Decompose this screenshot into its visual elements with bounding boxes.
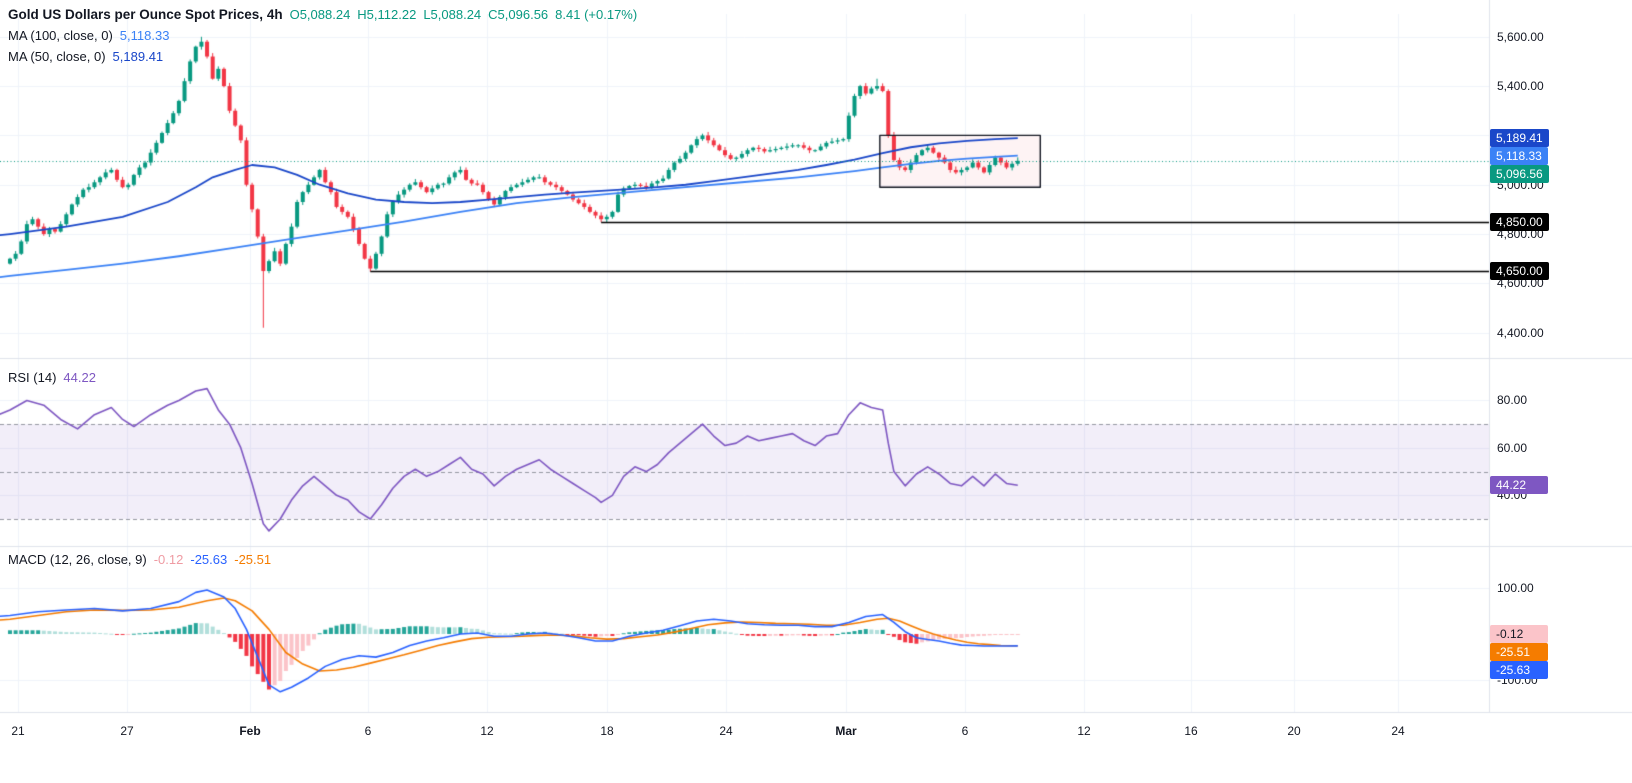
- ma50-legend-value: 5,189.41: [112, 49, 164, 64]
- ma50-legend-label: MA (50, close, 0): [8, 49, 106, 64]
- ma100-legend-value: 5,118.33: [119, 28, 170, 43]
- time-label: Mar: [835, 724, 857, 738]
- rsi-tick-label: 60.00: [1497, 440, 1528, 455]
- macd-hist-value: -0.12: [153, 552, 184, 567]
- time-label: 6: [961, 724, 969, 738]
- price-badge: 4,850.00: [1490, 212, 1549, 231]
- macd-badge: -0.12: [1490, 625, 1548, 644]
- time-label: 12: [480, 724, 494, 738]
- rsi-legend-label: RSI (14): [8, 370, 57, 385]
- macd-legend-label: MACD (12, 26, close, 9): [8, 552, 147, 567]
- ma100-legend-row: MA (100, close, 0) 5,118.33: [8, 28, 637, 44]
- ohlc-high: H5,112.22: [357, 7, 417, 22]
- symbol-title: Gold US Dollars per Ounce Spot Prices, 4…: [8, 7, 283, 22]
- price-badge: 4,650.00: [1490, 262, 1549, 281]
- price-badge: 5,118.33: [1490, 147, 1548, 166]
- price-scale[interactable]: [1489, 0, 1632, 712]
- time-label: Feb: [239, 724, 261, 738]
- time-scale[interactable]: [0, 712, 1489, 783]
- symbol-row: Gold US Dollars per Ounce Spot Prices, 4…: [8, 7, 637, 23]
- rsi-legend: RSI (14) 44.22: [8, 370, 96, 386]
- ma50-legend-row: MA (50, close, 0) 5,189.41: [8, 49, 637, 65]
- ohlc-low: L5,088.24: [423, 7, 482, 22]
- time-label: 12: [1077, 724, 1091, 738]
- macd-legend: MACD (12, 26, close, 9) -0.12 -25.63 -25…: [8, 552, 271, 568]
- time-label: 20: [1287, 724, 1301, 738]
- time-label: 6: [364, 724, 372, 738]
- macd-signal-value: -25.51: [234, 552, 272, 567]
- macd-legend-row: MACD (12, 26, close, 9) -0.12 -25.63 -25…: [8, 552, 271, 568]
- price-badge: 5,189.41: [1490, 129, 1549, 148]
- time-label: 24: [719, 724, 733, 738]
- ohlc-close: C5,096.56: [488, 7, 549, 22]
- ohlc-change: 8.41 (+0.17%): [555, 7, 638, 22]
- price-tick-label: 4,400.00: [1497, 325, 1544, 340]
- rsi-tick-label: 80.00: [1497, 393, 1528, 408]
- symbol-legend: Gold US Dollars per Ounce Spot Prices, 4…: [8, 7, 637, 65]
- price-tick-label: 5,400.00: [1497, 79, 1544, 94]
- rsi-legend-row: RSI (14) 44.22: [8, 370, 96, 386]
- time-label: 16: [1184, 724, 1198, 738]
- time-label: 24: [1391, 724, 1405, 738]
- time-label: 27: [120, 724, 134, 738]
- rsi-badge: 44.22: [1490, 476, 1548, 495]
- price-tick-label: 5,600.00: [1497, 29, 1544, 44]
- time-label: 21: [11, 724, 25, 738]
- macd-tick-label: 100.00: [1497, 580, 1534, 595]
- time-label: 18: [600, 724, 614, 738]
- price-badge: 5,096.56: [1490, 165, 1549, 184]
- macd-badge: -25.63: [1490, 661, 1548, 680]
- ohlc-open: O5,088.24: [289, 7, 351, 22]
- ma100-legend-label: MA (100, close, 0): [8, 28, 113, 43]
- macd-line-value: -25.63: [190, 552, 228, 567]
- rsi-legend-value: 44.22: [63, 370, 96, 385]
- macd-badge: -25.51: [1490, 643, 1548, 662]
